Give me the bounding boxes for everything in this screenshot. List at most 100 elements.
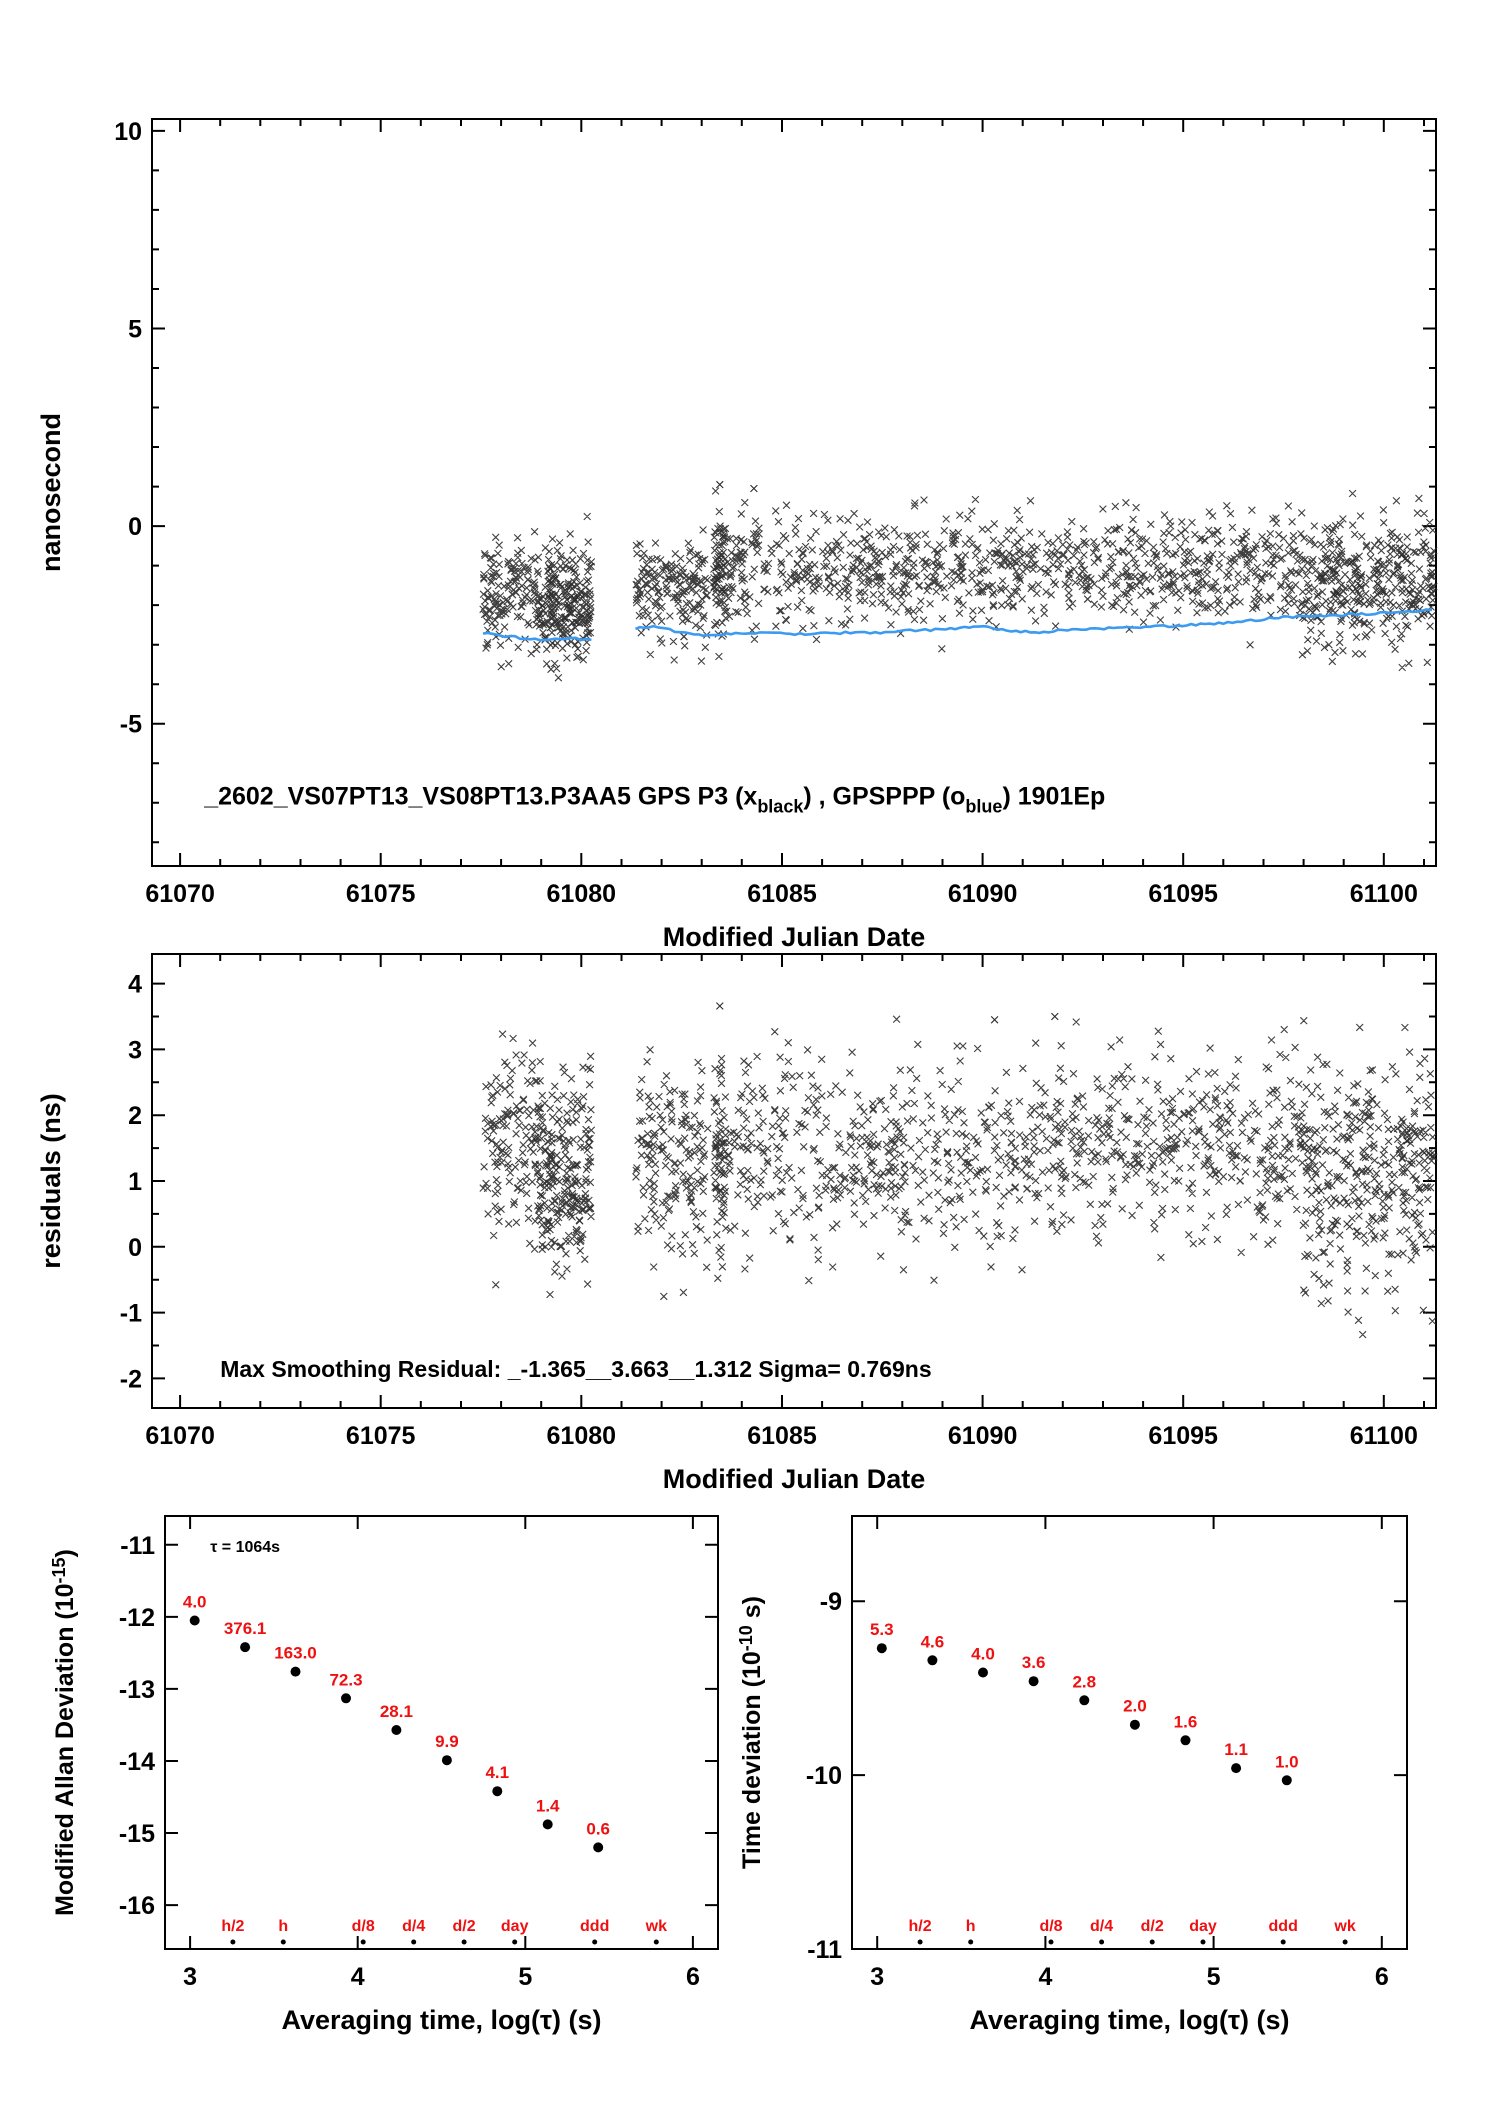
point-value-label: 4.0 — [183, 1593, 207, 1612]
x-tick-label: 61070 — [145, 1422, 215, 1450]
y-tick-label: 3 — [128, 1036, 142, 1064]
interval-dot — [1149, 1939, 1155, 1945]
point-value-label: 4.1 — [485, 1763, 509, 1782]
x-tick-label: 3 — [870, 1963, 884, 1991]
interval-dot — [1099, 1939, 1105, 1945]
point-value-label: 4.6 — [921, 1632, 945, 1651]
data-point — [240, 1642, 251, 1653]
y-tick-label: 2 — [128, 1102, 142, 1130]
data-point — [1180, 1735, 1191, 1746]
point-value-label: 3.6 — [1022, 1653, 1046, 1672]
interval-dot — [512, 1939, 518, 1945]
data-point — [1079, 1695, 1090, 1706]
point-value-label: 9.9 — [435, 1732, 459, 1751]
point-value-label: 2.0 — [1123, 1697, 1147, 1716]
y-tick-label: 5 — [128, 316, 142, 344]
point-value-label: 5.3 — [870, 1620, 894, 1639]
axis-ticks — [852, 1516, 1407, 1950]
data-point — [542, 1819, 553, 1830]
point-value-label: 2.8 — [1072, 1672, 1096, 1691]
interval-label: d/4 — [1090, 1918, 1113, 1935]
scatter-outliers — [716, 1002, 1059, 1024]
scatter-points — [1295, 533, 1437, 672]
x-tick-label: 61095 — [1148, 1422, 1218, 1450]
y-tick-label: -11 — [807, 1936, 842, 1964]
interval-label: d/4 — [402, 1918, 425, 1935]
interval-dot — [411, 1939, 417, 1945]
y-axis-label: residuals (ns) — [36, 1093, 66, 1269]
interval-dot — [653, 1939, 659, 1945]
y-tick-label: -9 — [820, 1588, 842, 1616]
data-point — [1231, 1763, 1242, 1774]
axis-ticks — [152, 954, 1436, 1408]
y-tick-label: -14 — [119, 1748, 155, 1776]
point-value-label: 0.6 — [586, 1819, 610, 1838]
interval-dot — [917, 1939, 923, 1945]
tdev-plot-frame — [851, 1515, 1408, 1950]
interval-dot — [360, 1939, 366, 1945]
interval-label: h — [278, 1918, 288, 1935]
x-tick-label: 4 — [351, 1963, 365, 1991]
point-value-label: 1.6 — [1174, 1712, 1198, 1731]
y-tick-label: -15 — [119, 1820, 155, 1848]
x-tick-label: 61090 — [948, 880, 1018, 908]
interval-label: h/2 — [909, 1918, 932, 1935]
data-point — [876, 1643, 887, 1654]
interval-label: ddd — [580, 1918, 609, 1935]
x-tick-label: 61070 — [145, 880, 215, 908]
point-value-label: 72.3 — [329, 1670, 362, 1689]
x-tick-label: 61100 — [1350, 1422, 1418, 1450]
point-value-label: 163.0 — [274, 1644, 317, 1663]
scatter-points — [479, 1030, 596, 1289]
x-tick-label: 5 — [1207, 1963, 1221, 1991]
interval-dot — [968, 1939, 974, 1945]
y-axis-label: nanosecond — [36, 413, 66, 572]
residuals-plot: 61070 61075 61080 61085 61090 61095 61100 4 3 2 1 0… — [36, 953, 1438, 1494]
interval-label: d/2 — [453, 1918, 476, 1935]
mdev-plot: 3 4 5 6 -11 -12 -13 -14 -15 -16 Averaging time, lo… — [49, 1515, 719, 2035]
y-tick-label: -2 — [120, 1365, 142, 1393]
y-tick-label: 1 — [128, 1168, 142, 1196]
tdev-plot: 3 4 5 6 -9 -10 -11 Averaging time, log(τ) (s) Ti… — [736, 1515, 1408, 2035]
y-axis-label: Time deviation (10-10 s) — [736, 1596, 766, 1869]
tau-note: τ = 1064s — [210, 1539, 280, 1556]
x-tick-label: 3 — [183, 1963, 197, 1991]
y-tick-label: 0 — [128, 1234, 142, 1262]
y-tick-label: -12 — [119, 1604, 155, 1632]
x-tick-label: 61075 — [346, 880, 416, 908]
data-point — [391, 1725, 402, 1735]
point-value-label: 1.1 — [1224, 1740, 1248, 1759]
scatter-points — [531, 1118, 595, 1299]
scatter-points — [632, 1046, 712, 1301]
x-tick-label: 6 — [1375, 1963, 1389, 1991]
interval-dot — [230, 1939, 236, 1945]
x-axis-label: Modified Julian Date — [663, 922, 926, 952]
point-value-label: 28.1 — [380, 1702, 413, 1721]
x-tick-label: 5 — [518, 1963, 532, 1991]
x-axis-label: Modified Julian Date — [663, 1464, 926, 1494]
data-point — [189, 1615, 200, 1626]
interval-label: d/8 — [1039, 1918, 1062, 1935]
interval-dot — [1342, 1939, 1348, 1945]
interval-label: wk — [645, 1918, 667, 1935]
phase-plot: 61070 61075 61080 61085 61090 61095 61100 10 5 0 -… — [36, 118, 1438, 952]
data-point — [978, 1667, 988, 1678]
phase-plot-frame — [151, 118, 1437, 867]
scatter-points — [710, 1015, 1437, 1295]
y-tick-label: 10 — [114, 118, 142, 146]
smoothed-line — [635, 608, 1433, 637]
interval-label: d/2 — [1141, 1918, 1164, 1935]
y-tick-label: -5 — [120, 711, 142, 739]
x-tick-label: 61100 — [1350, 880, 1418, 908]
x-tick-label: 6 — [686, 1963, 700, 1991]
interval-dot — [1048, 1939, 1054, 1945]
point-value-label: 1.0 — [1275, 1752, 1299, 1771]
x-tick-label: 4 — [1038, 1963, 1052, 1991]
interval-label: wk — [1333, 1918, 1355, 1935]
scatter-outliers — [716, 480, 758, 493]
data-point — [441, 1755, 452, 1766]
data-point — [927, 1655, 938, 1666]
interval-dot — [592, 1939, 598, 1945]
y-tick-label: -16 — [119, 1892, 155, 1920]
interval-label: h — [966, 1918, 976, 1935]
